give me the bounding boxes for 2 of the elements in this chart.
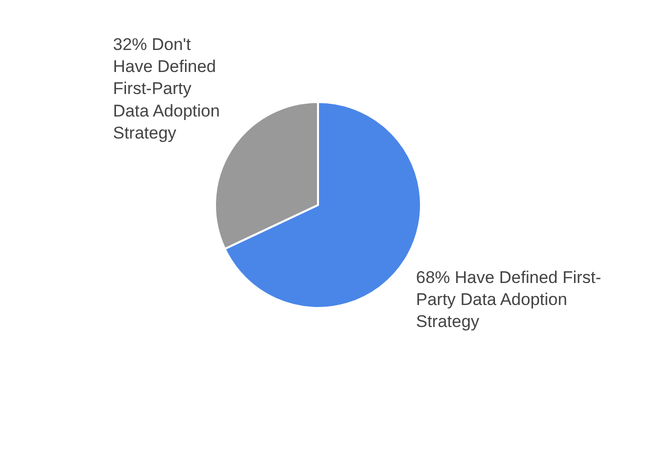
- slice-label: 32% Don't Have Defined First-Party Data Adoption Strategy: [113, 35, 220, 142]
- slice-label: 68% Have Defined First-Party Data Adoption Strategy: [416, 268, 602, 332]
